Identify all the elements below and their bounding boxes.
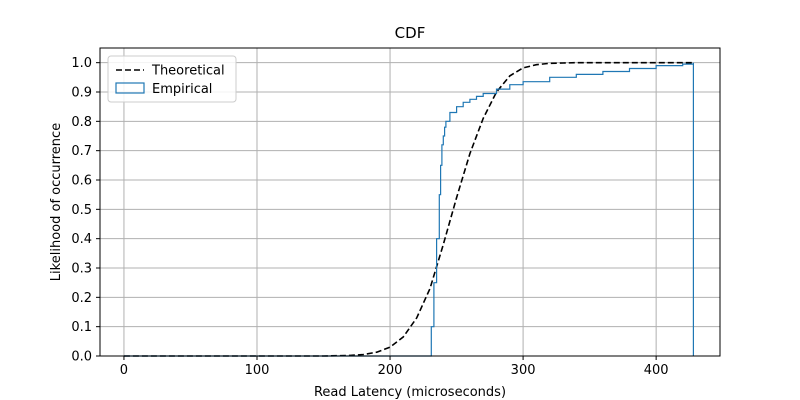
- empirical-cdf-step: [123, 62, 694, 357]
- legend: Theoretical Empirical: [107, 55, 237, 103]
- y-tick-label: 0.8: [71, 115, 92, 130]
- y-tick-label: 1.0: [71, 56, 92, 71]
- y-tick-label: 0.1: [71, 320, 92, 335]
- x-tick-label: 100: [245, 363, 270, 378]
- series-layer: [123, 61, 694, 357]
- grid: [100, 48, 720, 357]
- y-tick-label: 0.2: [71, 291, 92, 306]
- legend-theoretical-label: Theoretical: [151, 64, 225, 79]
- y-axis-label: Likelihood of occurrence: [49, 123, 64, 281]
- y-tick-label: 0.6: [71, 174, 92, 189]
- ticks: 0 100 200 300 400 0.0 0.1 0.2 0.3 0.4 0.5 0.6 0.7 0.8…: [71, 56, 668, 378]
- y-tick-label: 0.5: [71, 203, 92, 218]
- chart-title: CDF: [395, 24, 426, 42]
- y-tick-label: 0.7: [71, 144, 92, 159]
- x-tick-label: 0: [120, 363, 128, 378]
- legend-empirical-swatch: [115, 82, 145, 94]
- x-axis-label: Read Latency (microseconds): [314, 385, 506, 400]
- legend-box: [107, 55, 237, 103]
- x-tick-label: 300: [511, 363, 536, 378]
- legend-empirical-label: Empirical: [152, 82, 212, 97]
- theoretical-cdf-line: [123, 61, 694, 357]
- x-tick-label: 400: [644, 363, 669, 378]
- y-tick-label: 0.0: [71, 350, 92, 365]
- plot-frame: [99, 47, 721, 357]
- y-tick-label: 0.9: [71, 86, 92, 101]
- y-tick-label: 0.4: [71, 232, 92, 247]
- y-tick-label: 0.3: [71, 262, 92, 277]
- x-tick-label: 200: [378, 363, 403, 378]
